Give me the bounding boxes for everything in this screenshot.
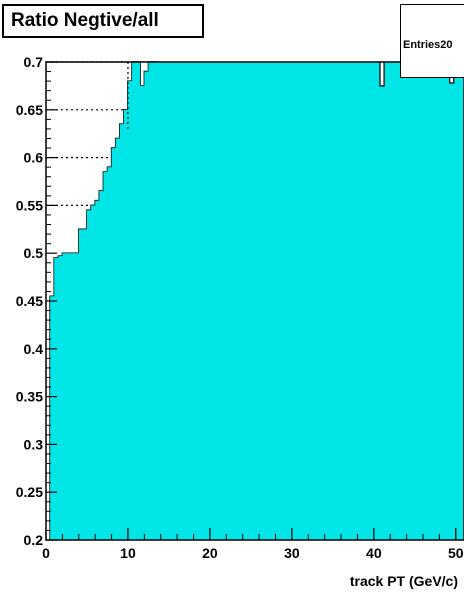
histogram-bar <box>123 109 128 541</box>
histogram-bar <box>115 138 120 541</box>
histogram-bar <box>144 71 149 540</box>
histogram-bar <box>74 253 79 540</box>
stats-entries-value: 20 <box>440 39 453 51</box>
histogram-bar <box>50 296 55 540</box>
histogram-bar <box>111 148 116 541</box>
histogram-bar <box>136 62 141 540</box>
x-axis-label: track PT (GeV/c) <box>350 573 458 589</box>
histogram-bar <box>148 62 153 540</box>
histogram-bar <box>152 62 157 540</box>
y-axis: 0.2 0.25 0.3 0.35 0.4 0.45 0.5 0.55 0.6 0.65 0.7 <box>16 54 57 548</box>
histogram-bar <box>91 205 96 540</box>
histogram-bar <box>58 256 63 540</box>
histogram-bar <box>103 171 108 540</box>
histogram-bar <box>119 124 124 540</box>
stats-box: Entries20 <box>400 4 464 78</box>
histogram-bar <box>140 85 145 541</box>
y-tick-label: 0.65 <box>16 102 43 118</box>
histogram-bar <box>95 200 100 540</box>
y-tick-label: 0.7 <box>24 54 44 70</box>
y-tick-label: 0.4 <box>24 341 44 357</box>
x-tick-label: 30 <box>284 545 300 561</box>
histogram-bar <box>78 229 83 541</box>
histogram-bar <box>107 167 112 540</box>
x-tick-label: 0 <box>42 545 50 561</box>
histogram-bar <box>99 191 104 540</box>
histogram-bar <box>54 257 59 540</box>
x-tick-label: 50 <box>448 545 464 561</box>
histogram-bar <box>66 253 71 540</box>
y-tick-label: 0.35 <box>16 389 43 405</box>
histogram-bar <box>82 229 87 541</box>
y-tick-label: 0.3 <box>24 436 44 452</box>
y-tick-label: 0.25 <box>16 484 43 500</box>
y-tick-label: 0.5 <box>24 245 44 261</box>
histogram-dip-gap <box>379 62 385 86</box>
histogram-bar <box>132 62 137 540</box>
histogram-bar <box>127 81 133 541</box>
x-tick-label: 40 <box>366 545 382 561</box>
y-tick-label: 0.55 <box>16 197 43 213</box>
x-axis: 0 10 20 30 40 50 <box>42 528 464 561</box>
x-tick-label: 10 <box>120 545 136 561</box>
histogram-bar <box>86 210 92 540</box>
stats-entries-label: Entries <box>403 39 441 51</box>
histogram-dip <box>379 62 385 87</box>
histogram-bar <box>70 253 75 540</box>
y-tick-label: 0.45 <box>16 293 43 309</box>
y-tick-label: 0.6 <box>24 150 44 166</box>
y-tick-label: 0.2 <box>24 532 44 548</box>
histogram-layer <box>49 61 464 541</box>
x-tick-label: 20 <box>202 545 218 561</box>
chart-title: Ratio Negtive/all <box>2 4 204 38</box>
histogram-bar <box>62 253 67 540</box>
